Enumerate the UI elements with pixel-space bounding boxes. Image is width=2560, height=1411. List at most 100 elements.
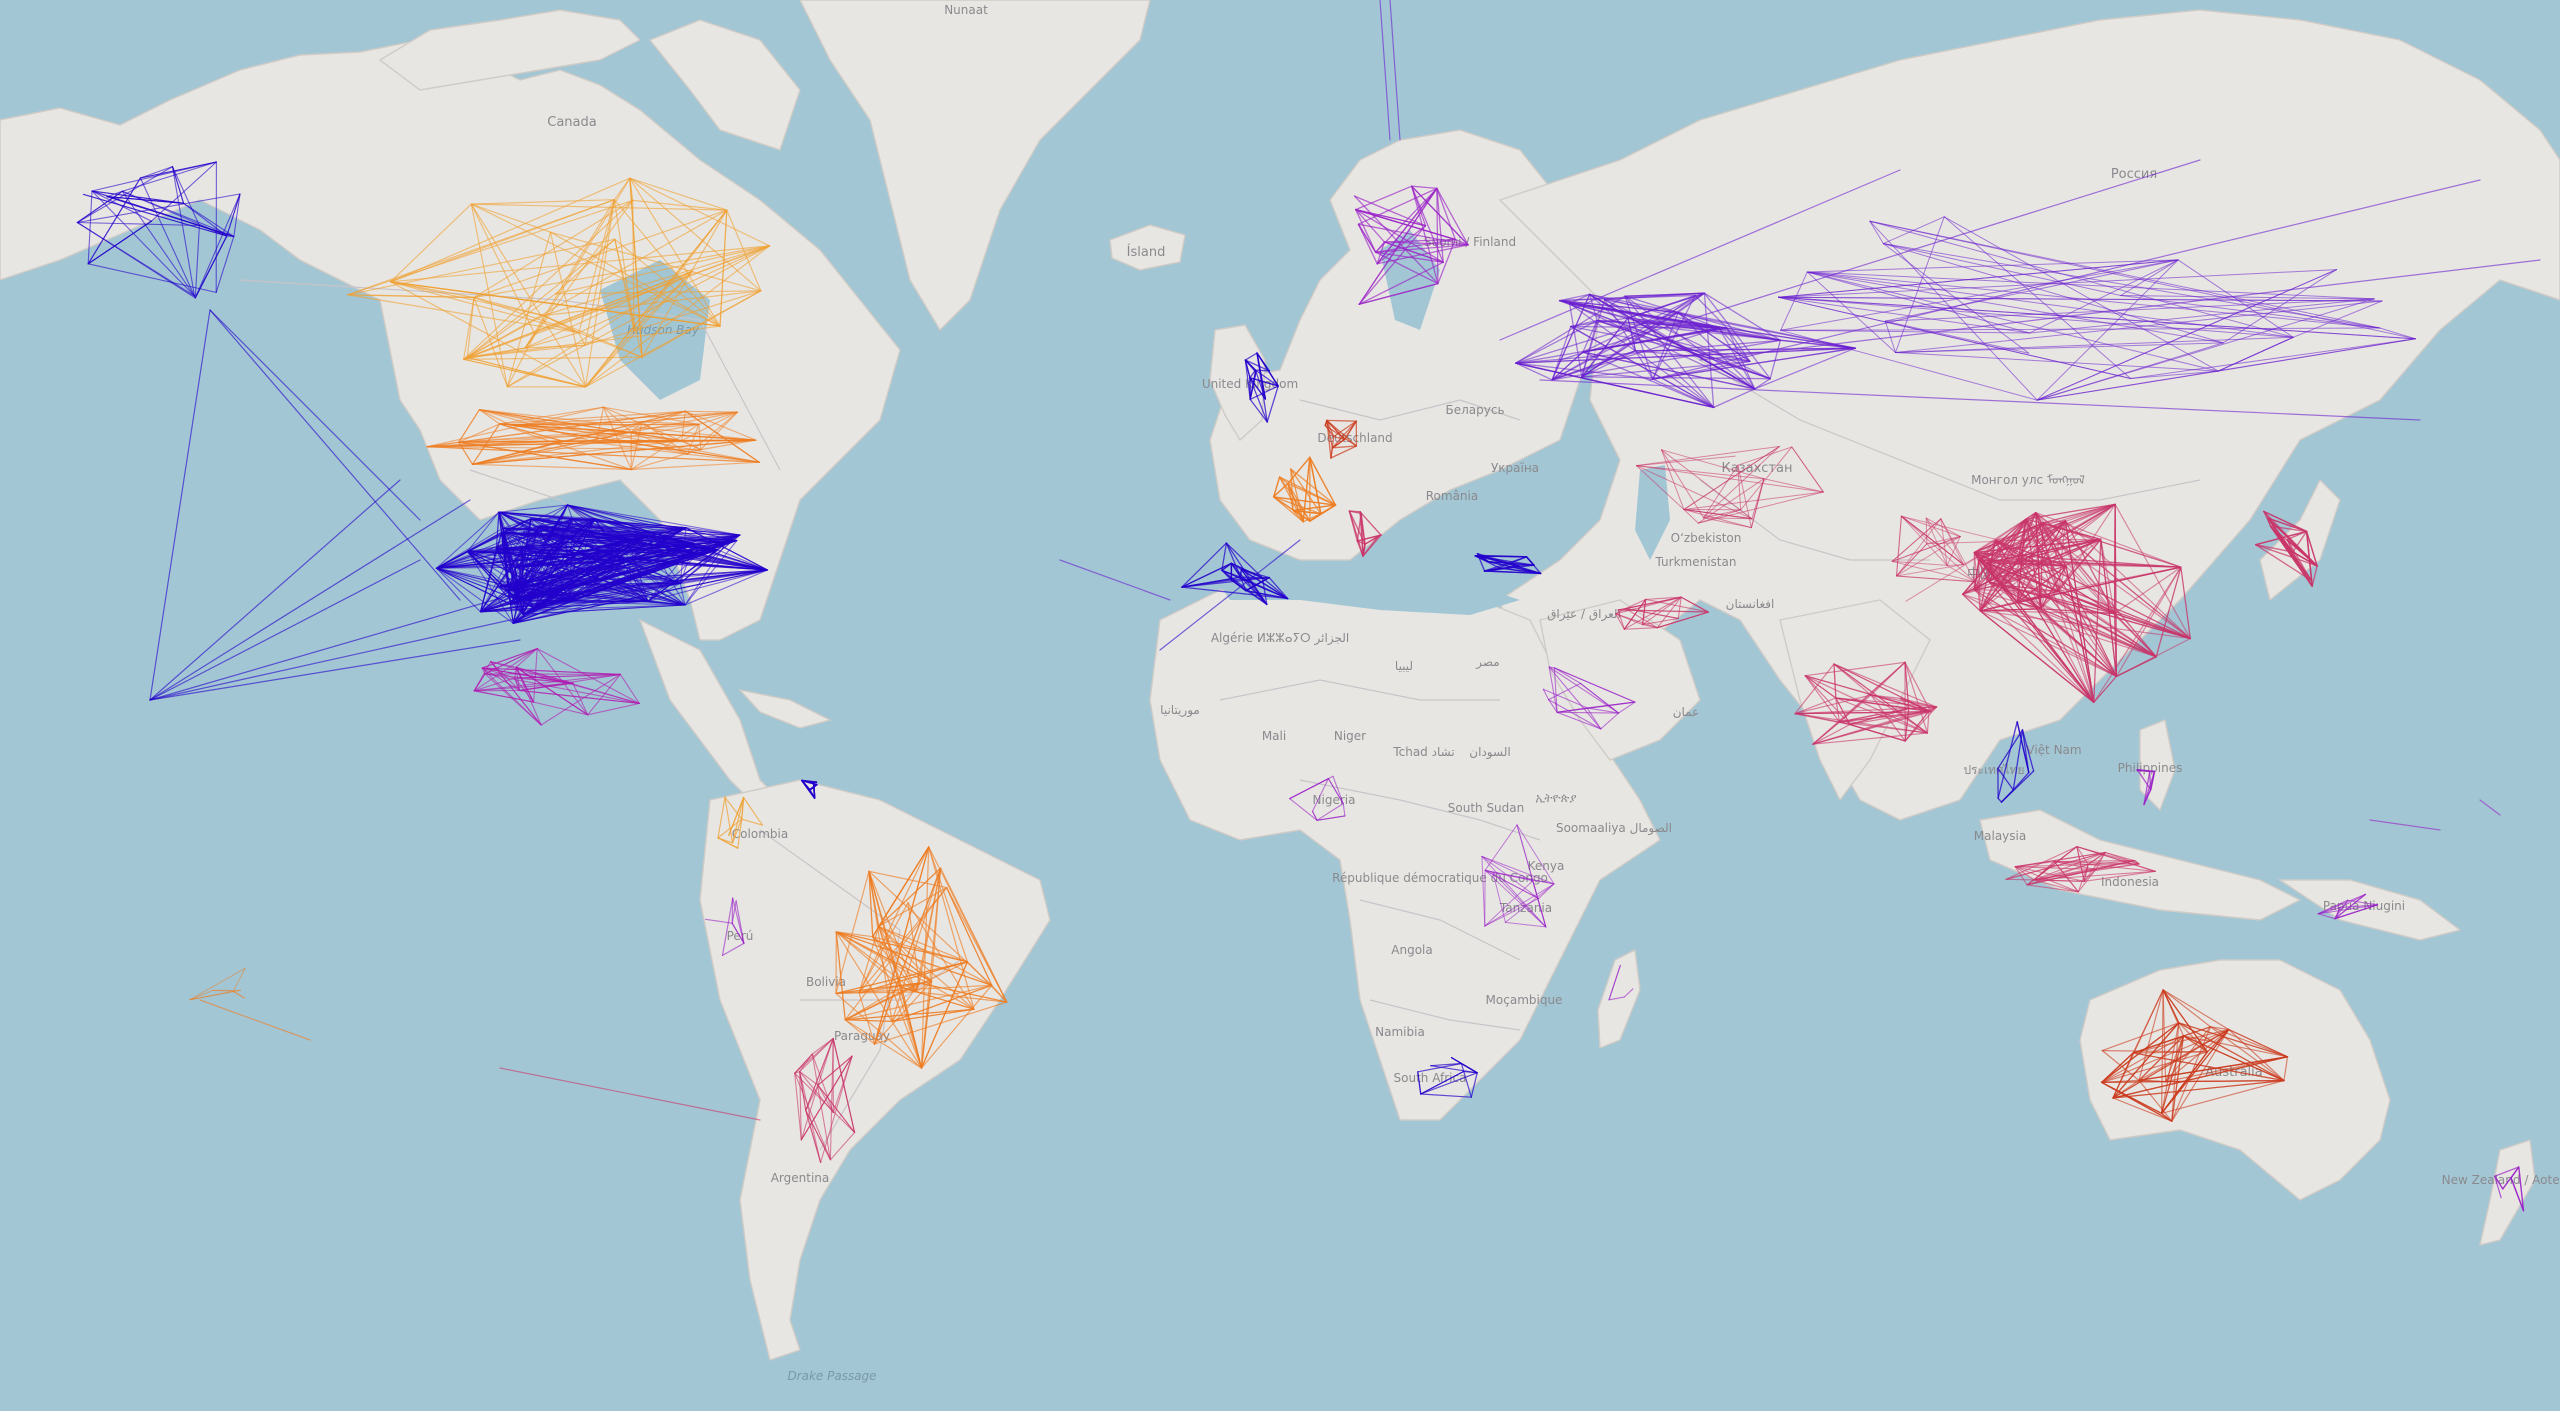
route-china-2257 [2113, 503, 2116, 615]
route-longhaul-2671 [2369, 819, 2441, 831]
route-canada-south-836 [509, 424, 683, 442]
route-turkey-1511 [1478, 554, 1542, 575]
route-arabia-1805 [1618, 701, 1636, 714]
route-middle-east-1781 [1645, 596, 1682, 600]
route-central-asia-1735 [1697, 478, 1765, 524]
route-japan-2311 [2263, 510, 2308, 533]
route-russia-1590 [1515, 295, 1626, 364]
route-vietnam-2357 [1997, 729, 2024, 770]
route-australia-2517 [2161, 1079, 2285, 1115]
route-japan-2337 [2263, 510, 2318, 567]
route-canada-737 [463, 209, 728, 360]
route-mexico-1001 [481, 648, 538, 669]
route-peru-1239 [735, 900, 745, 944]
route-canada-south-890 [684, 410, 739, 413]
route-canada-767 [390, 281, 721, 327]
route-spain-1302 [1261, 577, 1289, 600]
route-usa-305 [566, 504, 574, 520]
route-canada-south-891 [509, 424, 760, 463]
route-china-west-2281 [1900, 515, 1976, 583]
route-china-2239 [1978, 520, 2066, 561]
route-china-2073 [1978, 518, 2027, 561]
route-india-1870 [1833, 663, 1837, 699]
route-france-1375 [1292, 509, 1304, 523]
route-japan-2333 [2292, 551, 2318, 567]
route-canada-781 [466, 270, 693, 358]
route-hawaii-2644 [189, 990, 234, 1001]
route-china-west-2291 [1946, 564, 1976, 583]
route-australia-2461 [2162, 989, 2167, 1083]
route-russia-1642 [1634, 320, 1728, 329]
route-usa-654 [507, 560, 627, 592]
route-brazil-1114 [878, 925, 993, 986]
route-papua-2446 [2334, 893, 2366, 920]
route-india-1872 [1804, 675, 1837, 699]
route-uk-1267 [1244, 359, 1251, 379]
route-canada-717 [466, 293, 557, 358]
route-south-africa-2636 [1450, 1056, 1478, 1074]
route-russia-1581 [1515, 362, 1654, 380]
route-central-asia-1746 [1661, 449, 1753, 520]
route-colombia-1063 [717, 837, 734, 844]
land-arctic-islands [378, 9, 642, 91]
route-west-africa-2585 [1311, 778, 1329, 812]
route-china-2210 [1979, 610, 2117, 678]
route-spain-1325 [1221, 569, 1289, 600]
route-arabia-1803 [1548, 666, 1558, 713]
route-france-1369 [1290, 468, 1322, 515]
label-drc: République démocratique du Congo [1332, 871, 1548, 885]
route-brazil-1156 [844, 986, 903, 1021]
label-south-sudan: South Sudan [1448, 801, 1525, 815]
route-east-africa-2604 [1481, 855, 1555, 885]
route-south-africa-2625 [1460, 1062, 1472, 1098]
route-brazil-1166 [872, 936, 933, 982]
label-mauritania: موريتانيا [1160, 703, 1200, 718]
route-china-west-2275 [1891, 560, 1948, 566]
route-arabia-1802 [1586, 701, 1636, 709]
route-brazil-1148 [835, 870, 870, 995]
route-uk-1264 [1244, 359, 1251, 401]
route-brazil-1187 [868, 870, 923, 1069]
route-middle-east-1789 [1656, 611, 1709, 629]
route-alaska-932 [87, 220, 152, 265]
route-china-2227 [1987, 503, 2116, 583]
route-usa-627 [522, 547, 686, 606]
route-australia-2544 [2209, 1026, 2285, 1082]
route-brazil-1147 [835, 931, 933, 982]
route-india-1895 [1849, 707, 1910, 726]
route-andes-1220 [799, 1071, 802, 1141]
route-china-west-2283 [1926, 540, 2004, 545]
route-uk-1272 [1249, 377, 1267, 400]
route-china-2258 [1979, 520, 2066, 612]
route-mexico-1028 [473, 673, 621, 692]
route-papua-2451 [2334, 899, 2349, 920]
route-china-2228 [1973, 522, 2044, 591]
route-germany-1390 [1330, 445, 1358, 459]
route-russia-1596 [1703, 292, 1782, 341]
route-mexico-973 [572, 682, 589, 716]
route-indonesia-2395 [2033, 851, 2106, 881]
route-siberia-1699 [1882, 243, 2224, 344]
route-indonesia-2397 [2033, 870, 2156, 881]
route-canada-south-907 [458, 410, 686, 443]
route-alaska-958 [91, 190, 185, 204]
label-drake-passage: Drake Passage [787, 1369, 876, 1383]
route-peru-1234 [704, 918, 733, 924]
route-longhaul-2657 [209, 309, 421, 521]
route-italy-1426 [1348, 510, 1361, 513]
landmasses [0, 0, 2560, 1361]
route-france-1357 [1272, 496, 1337, 506]
route-central-asia-1738 [1737, 464, 1742, 511]
route-west-africa-2592 [1327, 778, 1344, 805]
route-scandinavia-1466 [1358, 282, 1439, 305]
label-oman: عمان [1673, 705, 1700, 719]
route-middle-east-1783 [1615, 613, 1658, 629]
route-usa-620 [502, 527, 647, 537]
route-usa-659 [517, 600, 649, 602]
route-west-africa-2589 [1289, 778, 1329, 800]
route-canada-south-900 [471, 423, 700, 465]
route-usa-642 [479, 543, 695, 613]
route-alaska-960 [106, 196, 185, 204]
